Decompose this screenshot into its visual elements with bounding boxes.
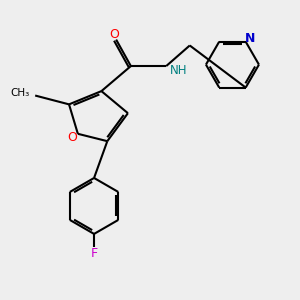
Text: NH: NH	[170, 64, 187, 77]
Text: N: N	[245, 32, 255, 45]
Text: O: O	[68, 131, 77, 144]
Text: CH₃: CH₃	[11, 88, 30, 98]
Text: F: F	[91, 247, 98, 260]
Text: O: O	[110, 28, 120, 41]
